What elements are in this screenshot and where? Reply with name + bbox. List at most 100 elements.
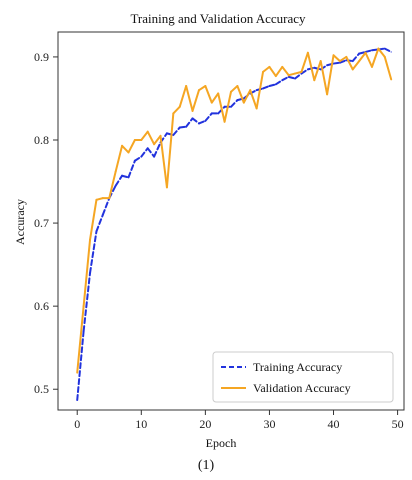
- data-point: [147, 147, 149, 149]
- line-segment: [332, 61, 341, 65]
- data-point: [147, 131, 149, 133]
- legend-label-training: Training Accuracy: [253, 360, 342, 374]
- line-segment: [300, 68, 309, 75]
- data-point: [345, 59, 347, 61]
- line-segment: [121, 144, 130, 154]
- line-segment: [210, 92, 220, 104]
- line-segment: [153, 141, 162, 158]
- data-point: [121, 145, 123, 147]
- data-point: [300, 71, 303, 73]
- data-point: [89, 239, 91, 241]
- data-point: [102, 214, 104, 216]
- line-segment: [185, 117, 194, 128]
- data-point: [236, 85, 239, 87]
- data-point: [198, 89, 200, 91]
- line-segment: [223, 90, 232, 123]
- y-tick-label: 0.9: [34, 50, 49, 64]
- data-point: [313, 67, 315, 69]
- data-point: [83, 330, 85, 332]
- line-segment: [114, 144, 124, 173]
- line-segment: [217, 92, 226, 123]
- line-segment: [370, 47, 380, 68]
- figure-caption: (1): [197, 458, 215, 473]
- line-segment: [140, 147, 149, 158]
- line-segment: [165, 112, 175, 189]
- data-point: [211, 102, 213, 104]
- line-segment: [95, 213, 104, 233]
- data-point: [326, 93, 328, 95]
- line-segment: [364, 49, 373, 53]
- series-validation-accuracy: [76, 47, 393, 374]
- data-point: [223, 121, 226, 123]
- x-tick-label: 30: [263, 417, 275, 431]
- line-segment: [185, 85, 194, 112]
- line-segment: [76, 305, 85, 374]
- legend-label-validation: Validation Accuracy: [253, 381, 351, 395]
- line-segment: [268, 83, 277, 87]
- line-segment: [204, 112, 213, 122]
- line-segment: [197, 85, 207, 92]
- data-point: [352, 68, 354, 70]
- legend-box: [212, 351, 394, 403]
- data-point: [179, 126, 181, 129]
- data-point: [134, 139, 136, 141]
- data-point: [332, 54, 335, 56]
- line-segment: [153, 134, 162, 146]
- line-segment: [326, 54, 335, 96]
- data-point: [204, 85, 206, 87]
- data-point: [339, 62, 341, 64]
- line-segment: [89, 198, 98, 241]
- data-point: [307, 52, 309, 54]
- data-point: [364, 52, 367, 54]
- data-point: [243, 102, 245, 104]
- data-point: [83, 305, 85, 307]
- line-segment: [89, 230, 98, 274]
- line-segment: [159, 134, 168, 189]
- data-point: [166, 132, 168, 134]
- data-point: [352, 60, 354, 62]
- series-layer: [76, 47, 393, 402]
- data-point: [390, 78, 392, 80]
- line-segment: [108, 170, 117, 200]
- data-point: [223, 106, 226, 108]
- data-point: [102, 197, 104, 199]
- line-segment: [82, 271, 92, 333]
- data-point: [275, 75, 277, 77]
- line-segment: [364, 51, 373, 68]
- chart-title: Training and Validation Accuracy: [130, 11, 306, 26]
- data-point: [300, 72, 303, 75]
- line-segment: [204, 85, 213, 104]
- x-tick-label: 10: [135, 417, 147, 431]
- data-point: [76, 399, 78, 401]
- data-point: [371, 66, 373, 68]
- line-segment: [172, 126, 181, 137]
- data-point: [326, 64, 328, 66]
- data-point: [230, 106, 232, 108]
- y-tick-label: 0.5: [34, 382, 49, 396]
- data-point: [384, 48, 386, 50]
- data-point: [191, 117, 194, 119]
- data-point: [262, 71, 264, 73]
- line-segment: [133, 155, 143, 162]
- line-segment: [281, 65, 290, 77]
- line-segment: [281, 75, 290, 82]
- line-segment: [338, 59, 348, 64]
- line-segment: [358, 50, 367, 55]
- y-tick-label: 0.8: [34, 133, 49, 147]
- data-point: [76, 372, 78, 374]
- data-point: [358, 60, 360, 62]
- data-point: [307, 68, 309, 70]
- data-point: [268, 85, 271, 87]
- data-point: [89, 272, 91, 274]
- data-point: [185, 126, 187, 128]
- data-point: [371, 49, 373, 51]
- line-segment: [178, 125, 188, 129]
- plot-area-frame: [57, 31, 405, 411]
- line-segment: [319, 60, 329, 96]
- line-segment: [146, 147, 156, 158]
- data-point: [268, 66, 271, 68]
- x-tick-label: 20: [199, 417, 211, 431]
- line-segment: [351, 52, 361, 63]
